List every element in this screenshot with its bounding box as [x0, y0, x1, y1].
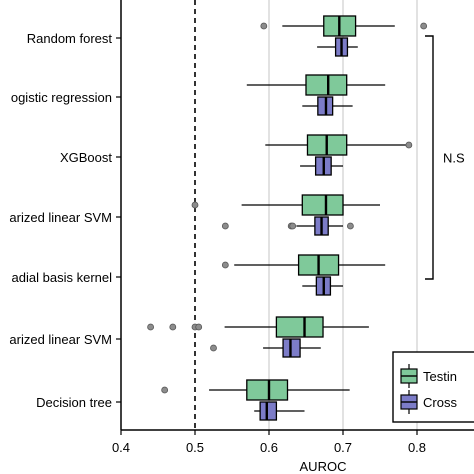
outlier-point: [405, 141, 413, 149]
legend-label: Testin: [423, 369, 457, 384]
legend-box: [392, 351, 474, 423]
box-testing: [161, 379, 350, 401]
box-testing: [147, 316, 369, 338]
box-cross: [210, 338, 321, 358]
outlier-point: [195, 323, 203, 331]
plot-layer: [147, 15, 428, 421]
box-body: [301, 194, 344, 216]
outlier-point: [221, 261, 229, 269]
x-axis-title: AUROC: [300, 459, 347, 474]
outlier-point: [210, 344, 217, 352]
box-cross: [254, 401, 305, 421]
outlier-point: [161, 386, 169, 394]
box-body: [275, 316, 324, 338]
box-cross: [317, 37, 358, 57]
y-tick-label: Decision tree: [36, 395, 112, 410]
box-cross: [221, 216, 354, 236]
legend: Testin Cross: [392, 351, 474, 423]
box-testing: [260, 15, 428, 37]
x-tick-label: 0.7: [334, 440, 352, 455]
axis-layer: Random forest ogistic regression XGBoost ar…: [9, 0, 474, 455]
box-testing: [265, 134, 413, 156]
y-tick-label: XGBoost: [60, 150, 112, 165]
box-cross: [300, 156, 343, 176]
x-tick-label: 0.8: [408, 440, 426, 455]
legend-label: Cross: [423, 395, 457, 410]
outlier-point: [420, 22, 428, 30]
y-tick-label: arized linear SVM: [9, 332, 112, 347]
x-tick-label: 0.4: [112, 440, 130, 455]
outlier-point: [147, 323, 155, 331]
y-tick-label: adial basis kernel: [12, 270, 113, 285]
y-tick-label: ogistic regression: [11, 90, 112, 105]
box-body: [259, 401, 278, 421]
y-tick-label: arized linear SVM: [9, 210, 112, 225]
box-body: [305, 74, 348, 96]
outlier-point: [260, 22, 268, 30]
significance-label: N.S: [443, 151, 465, 166]
outlier-point: [289, 222, 297, 230]
x-tick-label: 0.6: [260, 440, 278, 455]
outlier-point: [169, 323, 177, 331]
significance-bracket: [425, 35, 434, 280]
box-testing: [221, 254, 386, 276]
outlier-point: [191, 201, 199, 209]
box-testing: [246, 74, 386, 96]
x-tick-label: 0.5: [186, 440, 204, 455]
box-cross: [302, 276, 343, 296]
outlier-point: [346, 222, 354, 230]
box-body: [246, 379, 289, 401]
outlier-point: [221, 222, 229, 230]
box-testing: [191, 194, 380, 216]
box-cross: [302, 96, 353, 116]
y-tick-label: Random forest: [27, 31, 113, 46]
